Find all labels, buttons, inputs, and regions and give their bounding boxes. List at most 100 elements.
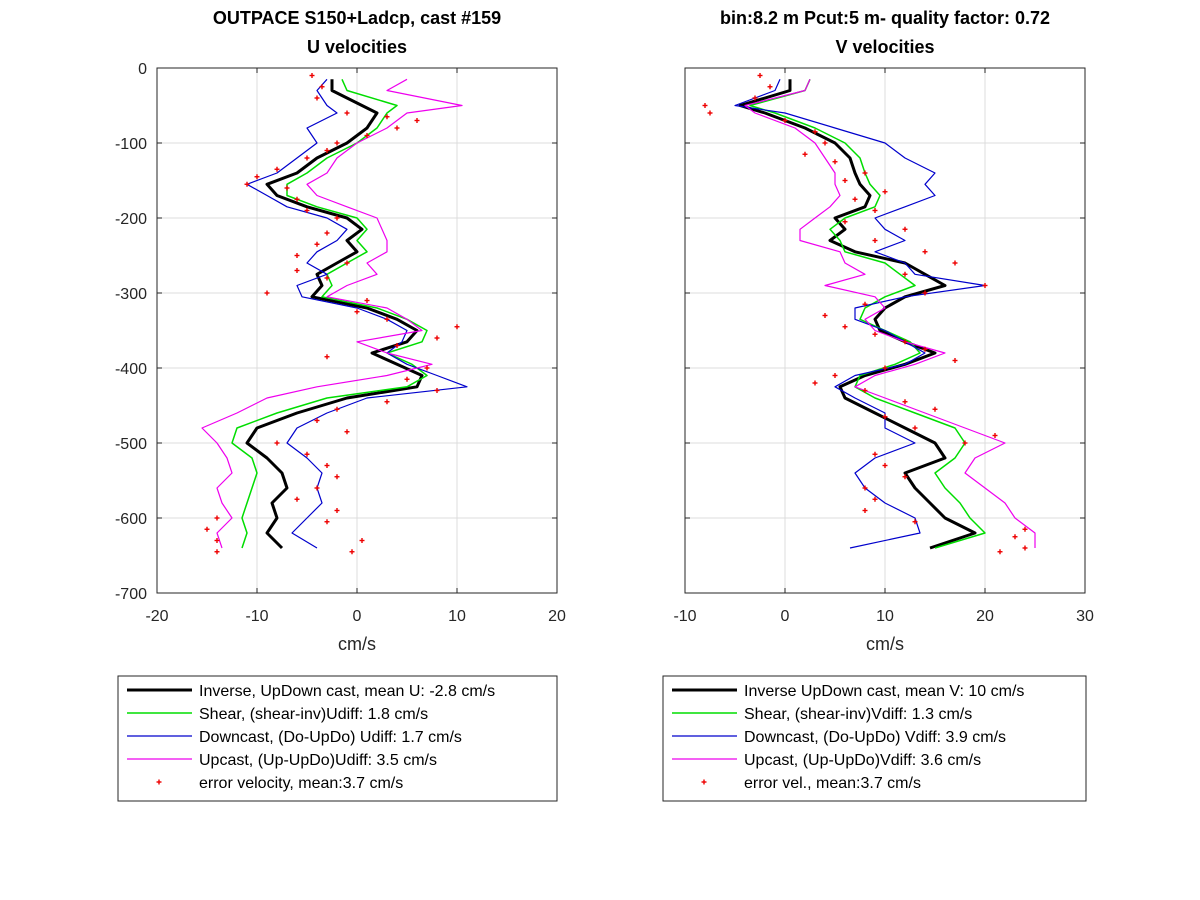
v-error-point	[862, 301, 868, 307]
u-error-point	[324, 148, 330, 153]
v-error-point	[922, 290, 928, 296]
u-error-point	[404, 376, 410, 382]
u-error-point	[434, 335, 440, 341]
v-error-point	[902, 226, 908, 232]
u-error-point	[344, 260, 350, 266]
v-error-point	[842, 219, 848, 225]
u-error-point	[394, 125, 400, 131]
v-error-point	[982, 283, 988, 288]
v-legend: Inverse UpDown cast, mean V: 10 cm/s Shea…	[662, 675, 1087, 802]
v-error-point	[1022, 545, 1028, 551]
u-error-point	[314, 241, 320, 247]
v-error-point	[842, 324, 848, 330]
u-error-point	[324, 519, 330, 525]
u-error-point	[294, 253, 300, 258]
v-error-point	[872, 496, 878, 502]
u-legend-label: Downcast, (Do-UpDo) Udiff: 1.7 cm/s	[199, 729, 462, 746]
u-series-line-2	[246, 78, 468, 549]
u-error-point	[344, 429, 350, 435]
v-error-point	[862, 485, 868, 491]
u-error-point	[359, 538, 365, 543]
u-error-point	[424, 365, 430, 371]
u-error-point	[344, 110, 350, 116]
v-error-point	[922, 346, 928, 352]
v-error-point	[882, 414, 888, 420]
v-error-point	[702, 103, 708, 108]
v-error-point	[707, 110, 713, 116]
v-error-point	[997, 549, 1003, 555]
v-legend-label: Shear, (shear-inv)Vdiff: 1.3 cm/s	[744, 706, 972, 723]
u-error-point	[244, 181, 250, 187]
u-ytick-label: -100	[115, 136, 147, 153]
u-error-point	[414, 118, 420, 123]
u-error-point	[294, 496, 300, 502]
u-ytick-label: -500	[115, 436, 147, 453]
v-series-line-0	[738, 79, 977, 550]
v-error-point	[852, 196, 858, 202]
right-title-line1: bin:8.2 m Pcut:5 m- quality factor: 0.72	[720, 8, 1050, 28]
v-error-point	[882, 463, 888, 468]
v-error-point	[812, 380, 818, 386]
v-error-point	[952, 260, 958, 266]
u-ytick-label: 0	[138, 61, 147, 78]
v-error-point	[862, 388, 868, 393]
v-error-point	[1022, 526, 1028, 532]
v-series-line-1	[749, 78, 986, 549]
u-legend-box	[117, 675, 558, 802]
v-legend-box	[662, 675, 1087, 802]
u-error-point	[319, 84, 325, 90]
u-error-point	[304, 208, 310, 213]
v-legend-label: Upcast, (Up-UpDo)Vdiff: 3.6 cm/s	[744, 752, 981, 769]
v-velocity-axes: -10 0 10 20 30 cm/s	[673, 67, 1094, 654]
v-error-point	[902, 339, 908, 345]
v-error-point	[842, 178, 848, 183]
u-error-point	[394, 343, 400, 348]
u-xtick-label: -20	[145, 608, 168, 625]
u-error-point	[214, 549, 220, 555]
u-error-point	[334, 508, 340, 513]
u-series-line-1	[231, 78, 428, 549]
u-error-point	[274, 440, 280, 446]
v-error-point	[882, 365, 888, 371]
u-error-point	[324, 354, 330, 360]
u-error-point	[314, 418, 320, 423]
v-error-point	[872, 238, 878, 243]
v-error-point	[912, 519, 918, 525]
u-legend-label: Inverse, UpDown cast, mean U: -2.8 cm/s	[199, 683, 495, 700]
u-series-line-0	[245, 79, 424, 550]
v-error-point	[832, 159, 838, 165]
u-ytick-label: -700	[115, 586, 147, 603]
v-legend-label: Inverse UpDown cast, mean V: 10 cm/s	[744, 683, 1024, 700]
v-error-point	[872, 331, 878, 337]
u-error-point	[334, 215, 340, 221]
v-xtick-label: 10	[876, 608, 894, 625]
v-legend-error-label: error vel., mean:3.7 cm/s	[744, 775, 921, 792]
u-error-point	[334, 406, 340, 412]
v-series-line-3	[744, 79, 1036, 548]
u-error-point	[324, 463, 330, 468]
u-error-point	[264, 290, 270, 296]
u-error-point	[254, 174, 260, 180]
v-error-point	[902, 271, 908, 277]
u-xtick-label: -10	[245, 608, 268, 625]
v-xaxis-label: cm/s	[866, 634, 904, 654]
u-ytick-label: -400	[115, 361, 147, 378]
v-error-point	[1012, 534, 1018, 540]
v-error-point	[862, 170, 868, 176]
v-error-point	[862, 508, 868, 513]
v-error-point	[802, 151, 808, 157]
v-error-point	[882, 189, 888, 195]
u-error-point	[304, 155, 310, 161]
u-xtick-label: 20	[548, 608, 566, 625]
v-xtick-label: 20	[976, 608, 994, 625]
u-error-point	[314, 485, 320, 491]
u-error-point	[349, 549, 355, 555]
u-ytick-label: -200	[115, 211, 147, 228]
left-title-line1: OUTPACE S150+Ladcp, cast #159	[213, 8, 501, 28]
v-xtick-label: 30	[1076, 608, 1094, 625]
v-legend-label: Downcast, (Do-UpDo) Vdiff: 3.9 cm/s	[744, 729, 1006, 746]
u-xaxis-label: cm/s	[338, 634, 376, 654]
u-legend-label: Upcast, (Up-UpDo)Udiff: 3.5 cm/s	[199, 752, 437, 769]
v-error-point	[912, 425, 918, 431]
u-xtick-label: 10	[448, 608, 466, 625]
